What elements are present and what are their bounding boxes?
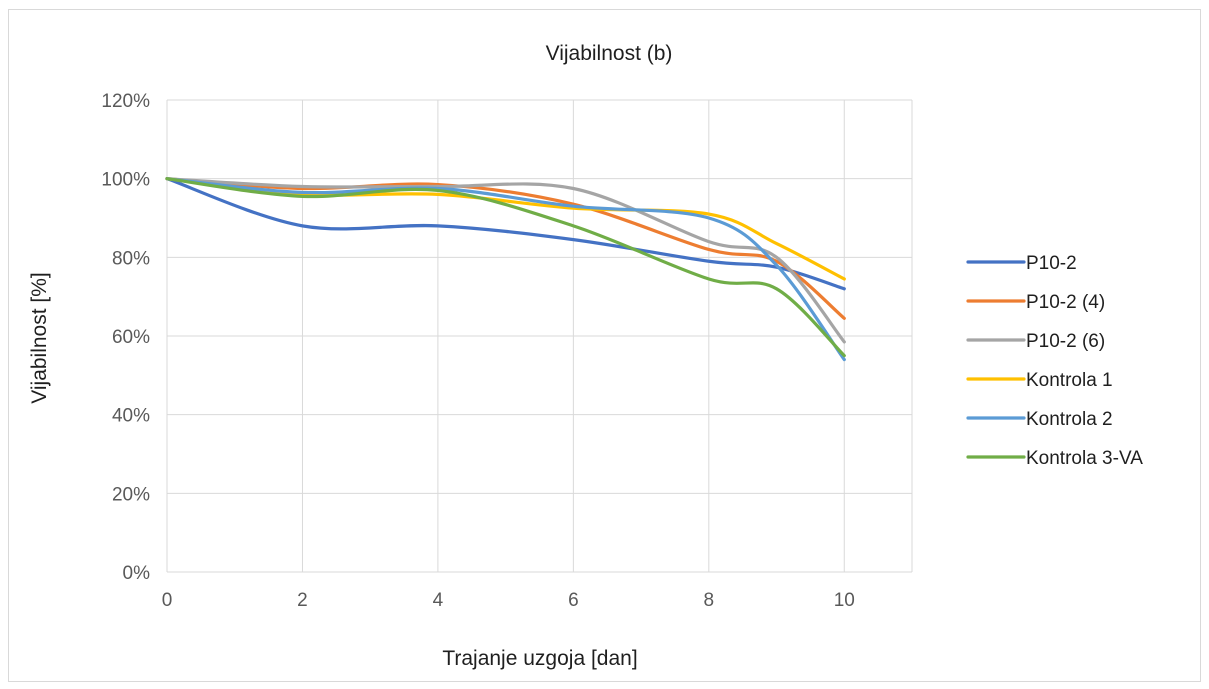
y-tick-label: 40% <box>112 406 150 427</box>
y-tick-label: 80% <box>112 248 150 269</box>
series-line-2 <box>165 177 846 320</box>
x-tick-label: 0 <box>162 590 173 611</box>
series-line-4 <box>165 177 846 281</box>
series-lines <box>165 177 846 362</box>
x-axis-title: Trajanje uzgoja [dan] <box>442 647 637 670</box>
legend-label: Kontrola 2 <box>1026 409 1113 430</box>
chart-title: Vijabilnost (b) <box>546 42 673 65</box>
series-line-5 <box>165 177 846 362</box>
y-tick-label: 120% <box>101 91 150 112</box>
y-tick-label: 0% <box>123 563 151 584</box>
x-tick-label: 2 <box>297 590 308 611</box>
grid-lines <box>166 99 913 573</box>
legend-label: Kontrola 3-VA <box>1026 448 1143 469</box>
tick-labels: 0% 20% 40% 60% 80% 100% 120% 0 2 4 6 8 10 <box>101 91 854 611</box>
x-tick-label: 10 <box>834 590 855 611</box>
series-line-3 <box>165 177 846 344</box>
chart-frame <box>8 9 1201 682</box>
legend-label: Kontrola 1 <box>1026 370 1113 391</box>
x-tick-label: 4 <box>433 590 444 611</box>
x-tick-label: 8 <box>704 590 715 611</box>
series-line-1 <box>165 177 846 291</box>
x-tick-label: 6 <box>568 590 579 611</box>
legend-label: P10-2 (4) <box>1026 292 1105 313</box>
legend: P10-2 P10-2 (4) P10-2 (6) Kontrola 1 Kontrol… <box>966 253 1143 469</box>
legend-label: P10-2 <box>1026 253 1077 274</box>
legend-label: P10-2 (6) <box>1026 331 1105 352</box>
y-axis-title: Vijabilnost [%] <box>28 272 51 404</box>
series-line-6 <box>165 177 846 358</box>
y-tick-label: 60% <box>112 327 150 348</box>
y-tick-label: 100% <box>101 170 150 191</box>
y-tick-label: 20% <box>112 484 150 505</box>
